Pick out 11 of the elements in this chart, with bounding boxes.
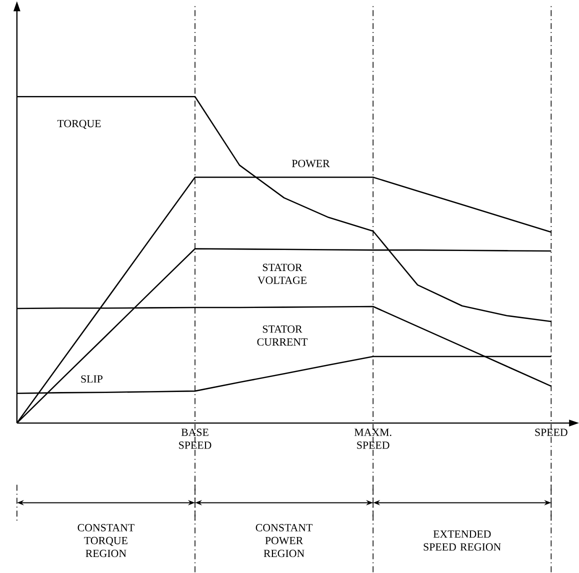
x-tick-label: SPEED xyxy=(535,428,568,436)
series-label: STATOR VOLTAGE xyxy=(258,264,307,284)
text: EXTENDED SPEED REGION xyxy=(424,530,501,551)
text: TORQUE xyxy=(57,120,101,129)
x-tick-label: MAXM. SPEED xyxy=(354,428,392,449)
x-tick-label: BASE SPEED xyxy=(179,428,212,449)
series-label: SLIP xyxy=(81,375,102,383)
series-label: POWER xyxy=(292,160,330,168)
text: CONSTANT POWER REGION xyxy=(256,524,312,558)
series-label: STATOR CURRENT xyxy=(257,325,308,346)
text: CONSTANT TORQUE REGION xyxy=(78,524,134,558)
